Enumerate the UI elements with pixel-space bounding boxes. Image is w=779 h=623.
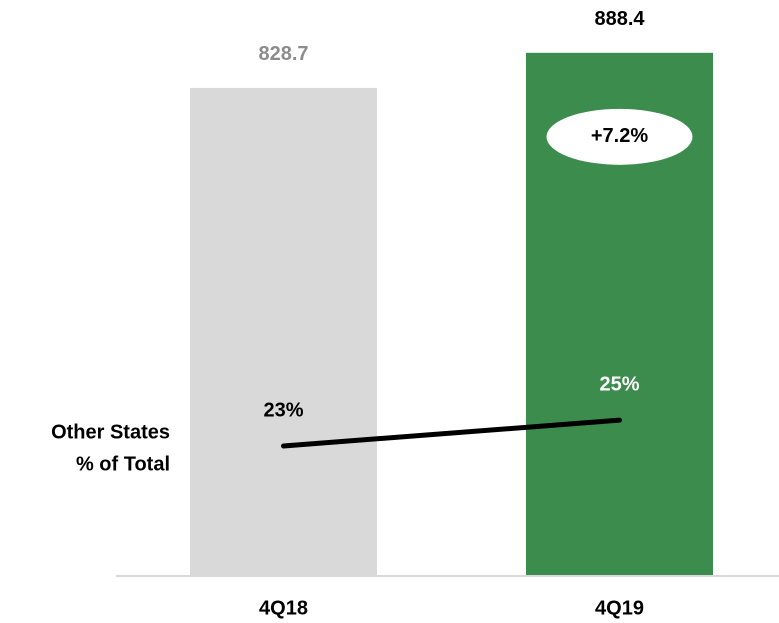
line-value-label: 25% — [599, 373, 639, 395]
annotation-bubble — [546, 108, 693, 165]
bar — [190, 87, 377, 575]
line-legend: % of Total — [76, 453, 170, 475]
bar-value-label: 888.4 — [594, 8, 645, 30]
line-value-label: 23% — [263, 399, 303, 421]
line — [281, 417, 622, 449]
annotation: +7.2% — [591, 125, 648, 147]
line-legend: Other States — [51, 421, 170, 443]
bar-value-label: 828.7 — [258, 43, 308, 65]
x-tick-label: 4Q18 — [259, 597, 308, 619]
x-tick-label: 4Q19 — [595, 597, 644, 619]
